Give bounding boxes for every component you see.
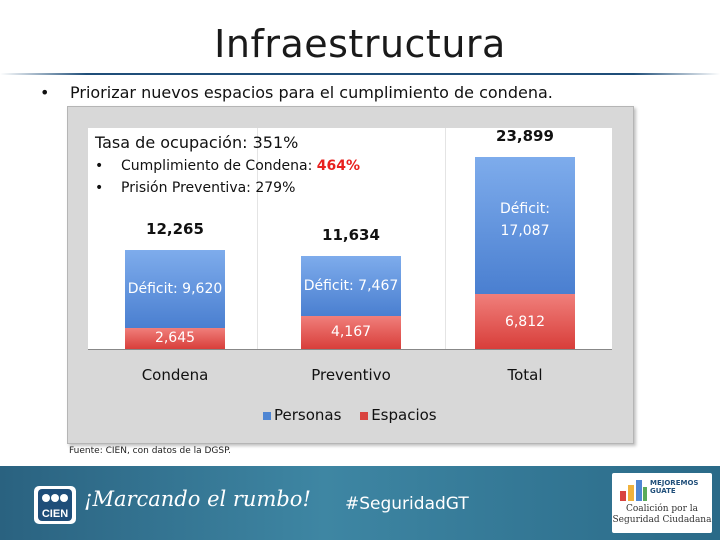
stat-condena: • Cumplimiento de Condena: 464%	[95, 158, 360, 174]
legend-personas: Personas	[274, 406, 342, 424]
footer-hashtag: #SeguridadGT	[345, 494, 469, 514]
stat-condena-label: Cumplimiento de Condena:	[121, 158, 317, 174]
coalition-badge-line2: GUATE	[650, 487, 676, 495]
title-divider	[0, 73, 720, 75]
coalition-badge-line1: MEJOREMOS	[650, 479, 699, 487]
bar-espacios-condena	[125, 327, 225, 349]
gridline	[445, 128, 446, 349]
bar-espacios-preventivo	[301, 315, 401, 349]
bullet-marker: •	[40, 83, 50, 102]
gridline	[257, 128, 258, 349]
cien-logo: CIEN	[34, 486, 76, 524]
category-label-preventivo: Preventivo	[311, 366, 391, 384]
footer-slogan: ¡Marcando el rumbo!	[84, 487, 311, 511]
coalition-name-line2: Seguridad Ciudadana	[612, 515, 712, 525]
label-espacios-condena: 2,645	[154, 330, 196, 347]
coalition-logo: MEJOREMOS GUATE Coalición por la Segurid…	[612, 473, 712, 533]
coalition-emblem-icon	[620, 480, 647, 501]
label-deficit-condena: Déficit: 9,620	[127, 281, 223, 298]
label-deficit-total: Déficit: 17,087	[499, 200, 550, 239]
source-note: Fuente: CIEN, con datos de la DGSP.	[69, 446, 231, 456]
x-axis-line	[88, 349, 612, 350]
bullet-marker: •	[95, 180, 104, 196]
category-label-condena: Condena	[141, 366, 209, 384]
coalition-name-line1: Coalición por la	[625, 504, 698, 514]
stat-preventiva: • Prisión Preventiva: 279%	[95, 180, 360, 196]
coalition-name: Coalición por la Seguridad Ciudadana	[612, 504, 712, 526]
bar-espacios-total	[475, 294, 575, 349]
legend-swatch-espacios	[360, 411, 369, 420]
occupancy-stats: Tasa de ocupación: 351% • Cumplimiento de…	[95, 133, 360, 196]
slide-title: Infraestructura	[214, 22, 506, 66]
label-espacios-total: 6,812	[504, 313, 546, 330]
total-total: 23,899	[496, 126, 554, 145]
bar-personas-preventivo	[301, 255, 401, 316]
legend-espacios: Espacios	[371, 406, 437, 424]
bar-personas-condena	[125, 250, 225, 328]
stat-preventiva-label: Prisión Preventiva: 279%	[121, 180, 296, 196]
legend-swatch-personas	[263, 411, 271, 420]
total-condena: 12,265	[146, 220, 204, 239]
cien-logo-text: CIEN	[42, 508, 68, 520]
footer-banner: CIEN ¡Marcando el rumbo! #SeguridadGT ME…	[0, 466, 720, 540]
bullet-text: Priorizar nuevos espacios para el cumpli…	[70, 83, 553, 102]
label-espacios-preventivo: 4,167	[330, 324, 372, 341]
label-deficit-preventivo: Déficit: 7,467	[303, 277, 399, 294]
occupancy-rate: Tasa de ocupación: 351%	[95, 133, 299, 152]
chart-legend: Personas Espacios	[263, 406, 437, 424]
category-label-total: Total	[507, 366, 543, 384]
coalition-badge: MEJOREMOS GUATE	[650, 479, 698, 495]
bullet-marker: •	[95, 158, 104, 174]
total-preventivo: 11,634	[322, 225, 380, 244]
stat-condena-value: 464%	[316, 158, 361, 174]
bar-personas-total	[475, 156, 575, 295]
